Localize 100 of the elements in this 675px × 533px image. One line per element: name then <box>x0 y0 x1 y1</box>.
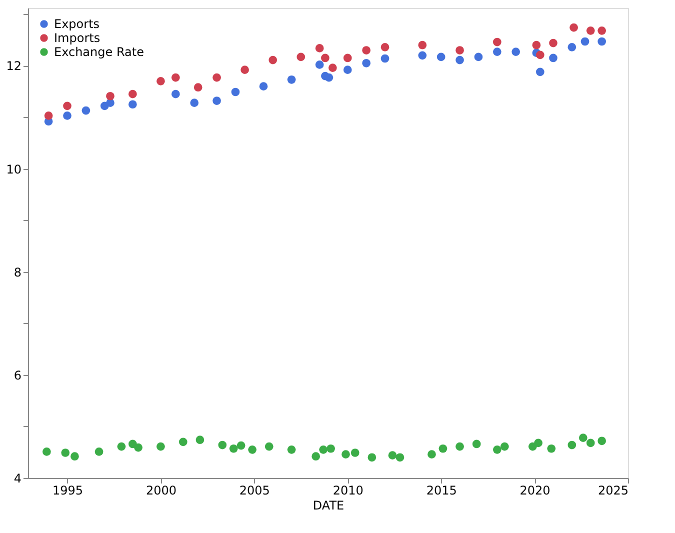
point <box>259 82 268 91</box>
point <box>63 102 72 110</box>
point <box>456 442 464 451</box>
point <box>350 448 360 457</box>
y-tick-label: 6 <box>14 368 22 382</box>
x-tick-label: 1995 <box>52 484 84 498</box>
legend-label: Exchange Rate <box>54 45 144 59</box>
x-tick-label: 2020 <box>520 484 550 498</box>
x-axis-title: DATE <box>312 498 344 512</box>
point <box>456 56 464 64</box>
x-tick-label: 2015 <box>426 484 457 498</box>
point <box>128 100 137 109</box>
point <box>194 83 202 92</box>
point <box>287 445 296 454</box>
point <box>240 66 250 74</box>
y-tick-label: 10 <box>6 162 22 176</box>
x-tick-label: 2005 <box>239 484 270 498</box>
point <box>236 441 246 450</box>
point <box>418 40 427 50</box>
point <box>178 438 188 446</box>
point <box>536 50 544 60</box>
point <box>321 54 330 62</box>
point <box>63 112 72 120</box>
point <box>117 442 126 451</box>
point <box>343 54 352 62</box>
point <box>94 448 104 456</box>
y-tick-label: 12 <box>6 59 22 74</box>
point <box>264 442 274 451</box>
point <box>156 77 165 86</box>
legend-label: Exports <box>54 17 100 31</box>
point <box>156 442 165 451</box>
point <box>549 54 558 62</box>
point <box>368 453 376 462</box>
point <box>598 26 606 35</box>
point <box>428 450 436 458</box>
point <box>315 60 324 69</box>
point <box>534 438 542 448</box>
point <box>547 444 556 453</box>
point <box>218 440 227 450</box>
point <box>196 436 204 444</box>
point <box>134 443 142 452</box>
legend-label: Imports <box>54 31 100 45</box>
point <box>396 453 404 462</box>
y-tick-label: 8 <box>14 265 22 280</box>
point <box>328 64 337 72</box>
point <box>319 445 328 454</box>
point <box>106 92 114 100</box>
point <box>380 42 390 52</box>
point <box>598 436 606 446</box>
point <box>580 37 590 46</box>
y-tick-label: 4 <box>14 472 22 486</box>
point <box>212 96 221 105</box>
point <box>362 58 370 68</box>
point <box>438 444 448 453</box>
x-tick-label: 2025 <box>598 484 628 498</box>
point <box>568 42 576 52</box>
point <box>492 445 502 454</box>
point <box>472 440 481 448</box>
point <box>500 442 509 451</box>
point <box>212 73 221 82</box>
point <box>171 73 180 82</box>
point <box>388 451 397 460</box>
point <box>171 90 180 98</box>
point <box>326 444 335 453</box>
point <box>190 98 199 107</box>
point <box>296 52 306 62</box>
point <box>512 48 520 56</box>
point <box>312 452 320 461</box>
point <box>82 106 90 115</box>
point <box>70 452 79 461</box>
point <box>287 75 296 84</box>
point <box>229 444 238 453</box>
point <box>549 38 558 48</box>
x-tick-label: 2010 <box>332 484 364 498</box>
point <box>324 73 334 82</box>
point <box>44 112 53 120</box>
point <box>315 44 324 52</box>
point <box>586 438 595 448</box>
point <box>128 90 137 98</box>
point <box>492 38 502 46</box>
point <box>380 54 390 63</box>
point <box>474 52 483 62</box>
point <box>248 445 256 454</box>
point <box>598 37 606 46</box>
point <box>418 51 427 60</box>
point <box>536 68 544 76</box>
point <box>568 440 576 450</box>
point <box>436 52 446 62</box>
point <box>343 66 352 74</box>
x-tick-label: 2000 <box>146 484 176 498</box>
point <box>268 56 278 64</box>
point <box>586 26 595 35</box>
point <box>231 88 240 96</box>
point <box>492 48 502 56</box>
point <box>42 448 51 456</box>
point <box>456 46 464 54</box>
point <box>532 40 541 50</box>
point <box>342 450 350 458</box>
point <box>362 46 370 54</box>
point <box>578 434 588 442</box>
